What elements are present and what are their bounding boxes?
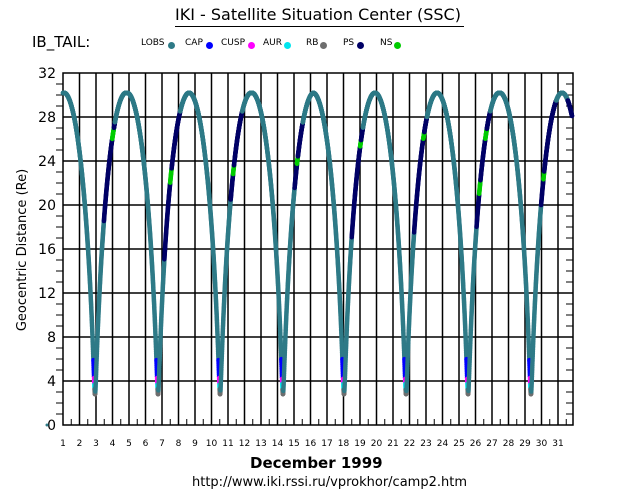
- origin-marker: [45, 423, 49, 427]
- y-tick-label: 24: [38, 154, 56, 170]
- x-tick-label: 12: [239, 439, 250, 449]
- x-tick-label: 6: [143, 439, 149, 449]
- orbit-trace: [60, 90, 575, 397]
- chart-title: IKI - Satellite Situation Center (SSC): [175, 5, 461, 24]
- y-tick-label: 16: [38, 242, 56, 258]
- legend-label-cusp: CUSP: [221, 38, 246, 48]
- x-tick-label: 28: [503, 439, 515, 449]
- legend-swatch-ps: [357, 42, 365, 49]
- legend-label-lobs: LOBS: [141, 38, 165, 48]
- y-tick-label: 28: [38, 110, 56, 126]
- x-tick-label: 22: [404, 439, 415, 449]
- legend-label-aur: AUR: [263, 38, 282, 48]
- x-tick-label: 21: [387, 439, 398, 449]
- x-tick-label: 13: [255, 439, 266, 449]
- legend-swatch-lobs: [167, 42, 175, 49]
- plot-frame: [62, 72, 574, 426]
- x-tick-label: 20: [371, 439, 383, 449]
- title-underline: [175, 26, 464, 27]
- y-tick-label: 12: [38, 286, 56, 302]
- legend-swatch-cap: [205, 42, 213, 49]
- y-tick-label: 32: [38, 66, 56, 82]
- legend-label-ps: PS: [343, 38, 355, 48]
- x-tick-label: 11: [222, 439, 233, 449]
- x-tick-label: 14: [272, 439, 284, 449]
- x-tick-label: 31: [552, 439, 563, 449]
- x-tick-label: 27: [486, 439, 497, 449]
- x-tick-label: 26: [470, 439, 482, 449]
- x-tick-label: 17: [321, 439, 332, 449]
- x-tick-label: 16: [305, 439, 317, 449]
- y-axis-title: Geocentric Distance (Re): [15, 169, 30, 331]
- x-tick-label: 19: [354, 439, 366, 449]
- x-tick-label: 29: [519, 439, 531, 449]
- x-tick-label: 1: [60, 439, 66, 449]
- x-tick-label: 9: [192, 439, 198, 449]
- y-tick-label: 8: [47, 330, 56, 346]
- legend-label-rb: RB: [306, 38, 319, 48]
- legend-swatch-aur: [283, 42, 291, 49]
- x-tick-label: 2: [77, 439, 83, 449]
- legend-swatch-ns: [394, 42, 402, 49]
- legend-swatch-cusp: [247, 42, 255, 49]
- x-tick-label: 5: [126, 439, 132, 449]
- x-tick-label: 25: [453, 439, 464, 449]
- legend-swatch-rb: [320, 42, 328, 49]
- legend-label-cap: CAP: [185, 38, 203, 48]
- x-tick-label: 7: [159, 439, 165, 449]
- x-tick-label: 10: [206, 439, 218, 449]
- legend-label-ns: NS: [380, 38, 393, 48]
- satellite-name: IB_TAIL:: [32, 33, 91, 51]
- x-tick-label: 8: [176, 439, 182, 449]
- x-tick-label: 3: [93, 439, 99, 449]
- x-tick-label: 4: [110, 439, 116, 449]
- x-tick-label: 15: [288, 439, 299, 449]
- x-tick-label: 30: [536, 439, 548, 449]
- y-tick-label: 4: [47, 374, 56, 390]
- x-tick-label: 23: [420, 439, 431, 449]
- x-tick-label: 18: [338, 439, 350, 449]
- y-tick-label: 20: [38, 198, 56, 214]
- x-tick-label: 24: [437, 439, 449, 449]
- y-tick-label: 0: [47, 418, 56, 434]
